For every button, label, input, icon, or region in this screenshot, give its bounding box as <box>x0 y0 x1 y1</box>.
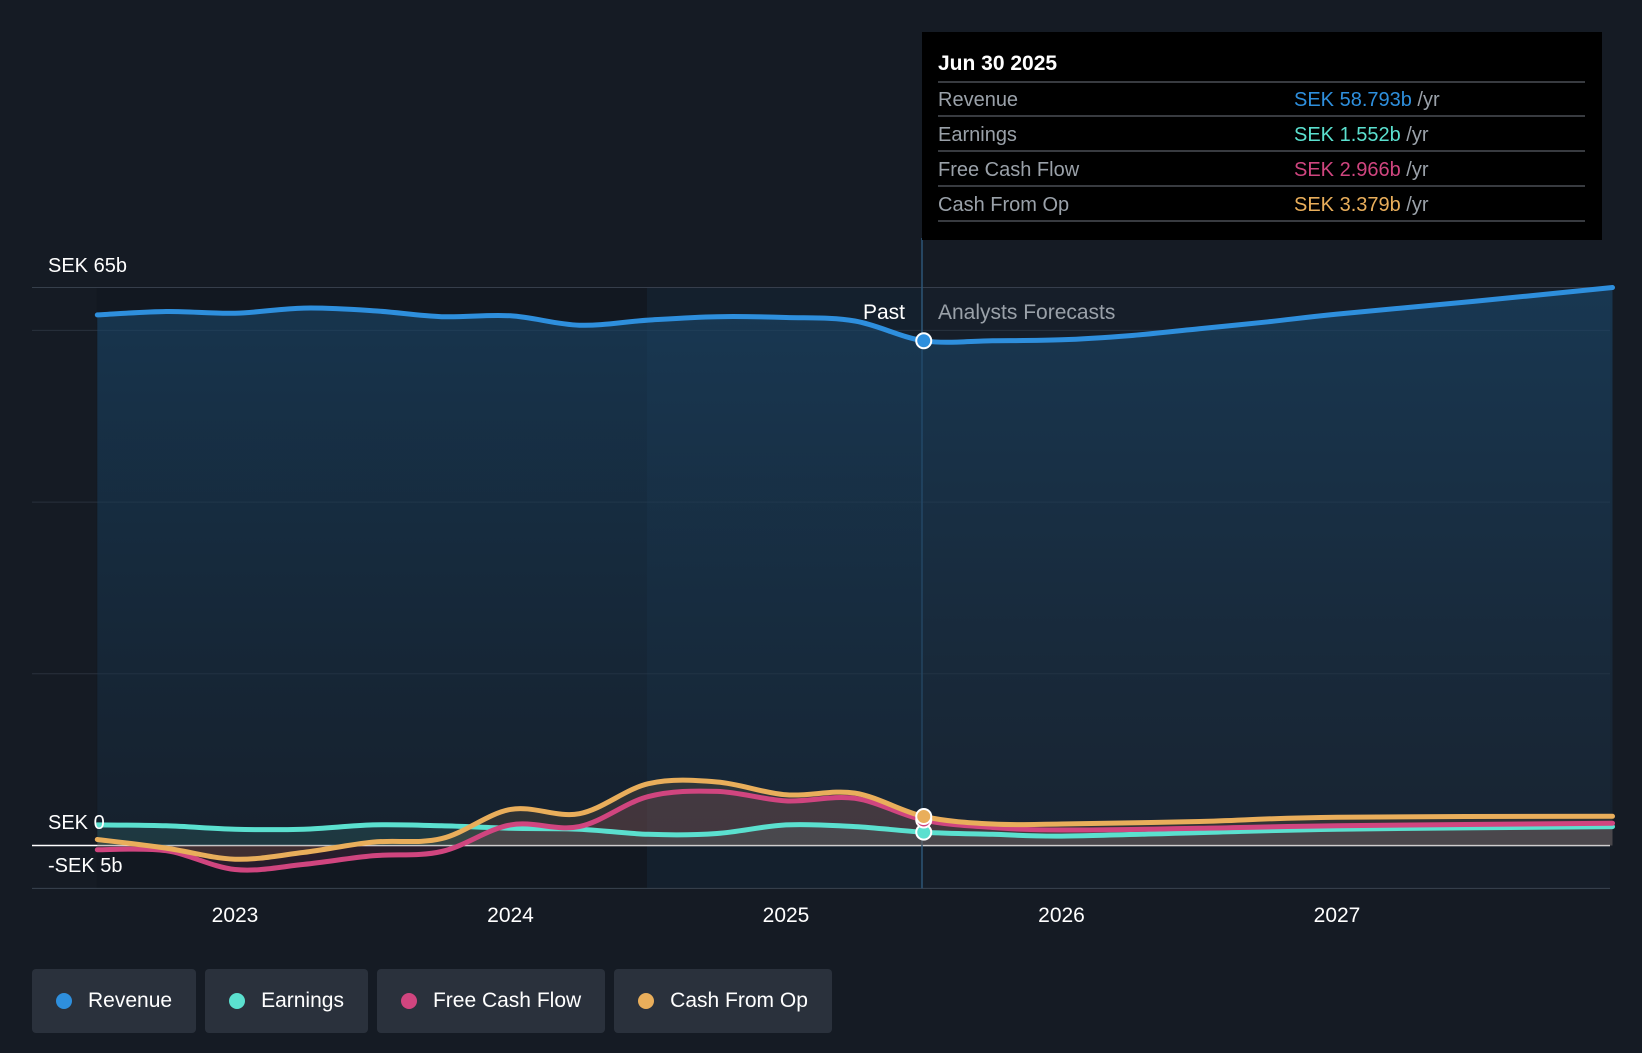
x-tick-label: 2023 <box>212 904 259 927</box>
y-label-bottom: -SEK 5b <box>48 855 122 877</box>
tooltip-free-cash-flow-label: Free Cash Flow <box>938 159 1080 181</box>
tooltip-earnings-value: SEK 1.552b /yr <box>1294 124 1429 146</box>
legend-dot-icon <box>400 993 417 1009</box>
tooltip-value-amount: SEK 1.552b <box>1294 124 1401 146</box>
legend-label: Cash From Op <box>670 989 808 1012</box>
tooltip-value-amount: SEK 58.793b <box>1294 89 1412 111</box>
tooltip-value-unit: /yr <box>1401 159 1429 181</box>
tooltip-box <box>922 32 1602 240</box>
free-cash-flow-area <box>97 791 1613 871</box>
legend-label: Earnings <box>261 989 344 1012</box>
x-tick-label: 2024 <box>487 904 534 927</box>
tooltip-revenue-value: SEK 58.793b /yr <box>1294 89 1440 111</box>
cash-from-op-marker[interactable] <box>915 807 933 825</box>
legend-item-earnings[interactable]: Earnings <box>205 969 368 1033</box>
forecast-label: Analysts Forecasts <box>938 301 1115 324</box>
revenue-area <box>97 287 1613 846</box>
tooltip-value-unit: /yr <box>1401 194 1429 216</box>
earnings-line <box>94 822 1615 839</box>
legend-label: Free Cash Flow <box>432 989 582 1012</box>
revenue-marker[interactable] <box>915 332 933 350</box>
legend-item-cash-from-op[interactable]: Cash From Op <box>614 969 832 1033</box>
tooltip-value-unit: /yr <box>1412 89 1440 111</box>
tooltip-cash-from-op-label: Cash From Op <box>938 194 1069 216</box>
cash-from-op-line <box>94 777 1615 862</box>
legend-label: Revenue <box>88 989 173 1012</box>
legend-dot-icon <box>56 993 72 1009</box>
legend-item-revenue[interactable]: Revenue <box>32 969 197 1033</box>
tooltip-value-unit: /yr <box>1401 124 1429 146</box>
legend-dot-icon <box>229 993 246 1009</box>
free-cash-flow-line <box>94 788 1615 873</box>
tooltip-value-amount: SEK 3.379b <box>1294 194 1401 216</box>
y-label-top: SEK 65b <box>48 255 127 277</box>
tooltip-revenue-label: Revenue <box>938 89 1018 111</box>
tooltip-value-amount: SEK 2.966b <box>1294 159 1401 181</box>
y-label-zero: SEK 0 <box>48 812 105 834</box>
x-tick-label: 2027 <box>1314 904 1361 927</box>
tooltip-date: Jun 30 2025 <box>938 52 1057 75</box>
legend: Revenue Earnings Free Cash Flow Cash From O… <box>32 969 832 1033</box>
tooltip-free-cash-flow-value: SEK 2.966b /yr <box>1294 159 1429 181</box>
x-tick-label: 2026 <box>1038 904 1085 927</box>
past-label: Past <box>863 301 905 324</box>
x-tick-label: 2025 <box>763 904 810 927</box>
revenue-line <box>94 285 1615 345</box>
tooltip-cash-from-op-value: SEK 3.379b /yr <box>1294 194 1429 216</box>
tooltip-earnings-label: Earnings <box>938 124 1017 146</box>
legend-dot-icon <box>638 993 655 1009</box>
legend-item-free-cash-flow[interactable]: Free Cash Flow <box>376 969 606 1033</box>
